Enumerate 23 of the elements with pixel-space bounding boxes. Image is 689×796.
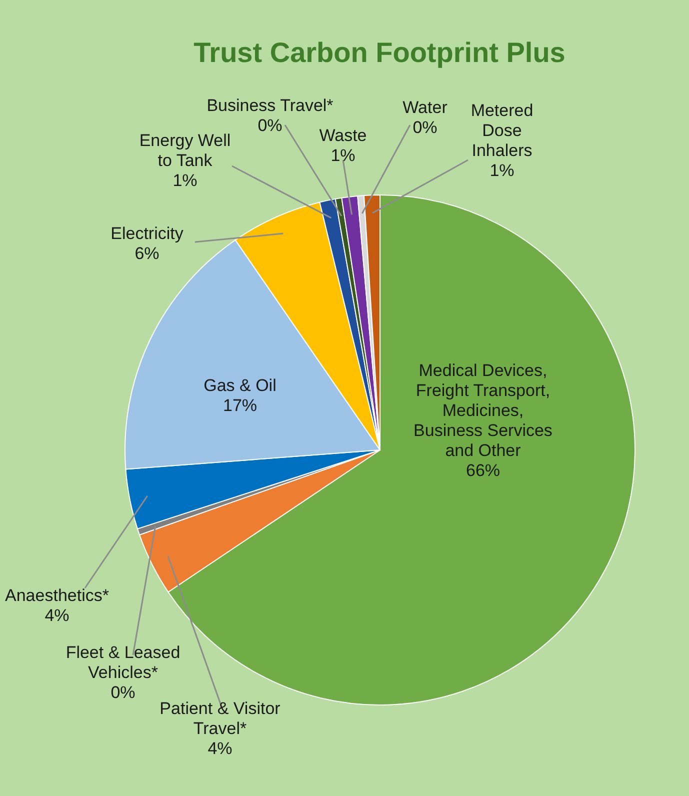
data-label: 4% xyxy=(44,606,70,625)
data-label: 1% xyxy=(490,161,514,180)
slice-label: Patient & Visitor Travel* xyxy=(160,699,281,738)
slice-label: Anaesthetics* xyxy=(5,586,110,605)
slice-label: Energy Well to Tank xyxy=(139,131,231,170)
data-label: 0% xyxy=(258,116,282,135)
slice-label: Gas & Oil xyxy=(204,376,276,395)
slice-label: Waste xyxy=(319,126,367,145)
slice-label: Metered Dose Inhalers xyxy=(470,101,534,160)
slice-label: Fleet & Leased Vehicles* xyxy=(66,643,180,682)
data-label: 1% xyxy=(172,171,198,190)
data-label: 66% xyxy=(466,461,500,480)
slice-label: Medical Devices, Freight Transport, Medicines, Business Services and Other xyxy=(414,361,552,460)
data-label: 6% xyxy=(134,244,160,263)
data-label: 17% xyxy=(222,396,258,415)
chart-title: Trust Carbon Footprint Plus xyxy=(194,37,566,68)
slice-label: Business Travel* xyxy=(206,96,334,115)
data-label: 4% xyxy=(208,739,232,758)
slice-label: Water xyxy=(402,98,448,117)
slice-label: Electricity xyxy=(110,224,184,243)
data-label: 0% xyxy=(110,683,136,702)
data-label: 1% xyxy=(330,146,356,165)
data-label: 0% xyxy=(412,118,438,137)
